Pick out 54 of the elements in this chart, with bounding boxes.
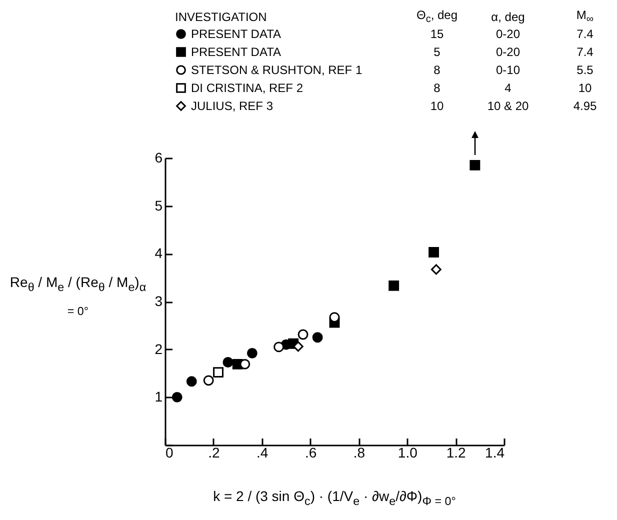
text: 10 & 20 xyxy=(487,99,529,113)
y-tick-label: 1 xyxy=(154,388,163,405)
point xyxy=(274,342,284,352)
legend-label: DI CRISTINA, REF 2 xyxy=(191,81,304,95)
text: 5 xyxy=(434,45,440,59)
text: Θ$_{c}$, deg xyxy=(416,8,458,26)
y-tick-label: 4 xyxy=(154,245,163,262)
point xyxy=(172,392,182,402)
text: 4.95 xyxy=(573,99,597,113)
text: M$_{∞}$ xyxy=(576,8,594,26)
point xyxy=(329,312,340,322)
text: 0-20 xyxy=(496,27,520,41)
text: 10 xyxy=(578,81,592,95)
legend-label: STETSON & RUSHTON, REF 1 xyxy=(191,63,362,77)
point xyxy=(186,376,197,387)
y-tick-label: 6 xyxy=(154,150,163,166)
text: 0-20 xyxy=(496,45,520,59)
y-tick-label: 3 xyxy=(154,293,163,309)
point xyxy=(298,329,308,340)
point xyxy=(470,160,480,170)
legend-title: INVESTIGATION xyxy=(175,10,267,24)
text: α, deg xyxy=(491,10,525,24)
point xyxy=(213,367,224,378)
x-tick-label: .4 xyxy=(256,444,268,460)
text: 5.5 xyxy=(576,63,594,77)
point xyxy=(430,264,442,275)
point xyxy=(428,247,439,258)
text: 7.4 xyxy=(576,27,594,41)
point xyxy=(246,348,258,358)
point xyxy=(222,357,234,368)
point xyxy=(312,332,323,343)
text: 8 xyxy=(434,81,440,95)
x-tick-label: .8 xyxy=(353,444,366,460)
x-tick-label: 1.0 xyxy=(398,444,418,460)
point xyxy=(240,358,250,370)
y-tick-label: 5 xyxy=(154,197,163,214)
text: 7.4 xyxy=(576,45,594,59)
text: 10 xyxy=(430,99,444,113)
x-tick-label: 1.4 xyxy=(485,444,505,460)
text: 8 xyxy=(434,63,440,77)
x-tick-label: .6 xyxy=(304,444,317,460)
x-axis-title: k = 2 / (3 sin Θ$_{c}$) · (1/V$_{e}$ · ∂w$_{e}$/∂Φ)$_{Φ = 0°}$ xyxy=(212,488,457,508)
legend-label: PRESENT DATA xyxy=(191,27,282,41)
legend-label: PRESENT DATA xyxy=(191,45,282,59)
x-tick-label: .2 xyxy=(208,444,220,460)
point xyxy=(203,375,214,386)
point xyxy=(388,280,400,291)
text: 0-10 xyxy=(496,63,520,77)
x-tick-label: 0 xyxy=(166,444,174,460)
text: 15 xyxy=(430,27,444,41)
y-tick-label: 2 xyxy=(154,340,163,357)
x-tick-label: 1.2 xyxy=(446,444,466,460)
text: 4 xyxy=(504,81,512,95)
legend-label: JULIUS, REF 3 xyxy=(191,99,274,113)
